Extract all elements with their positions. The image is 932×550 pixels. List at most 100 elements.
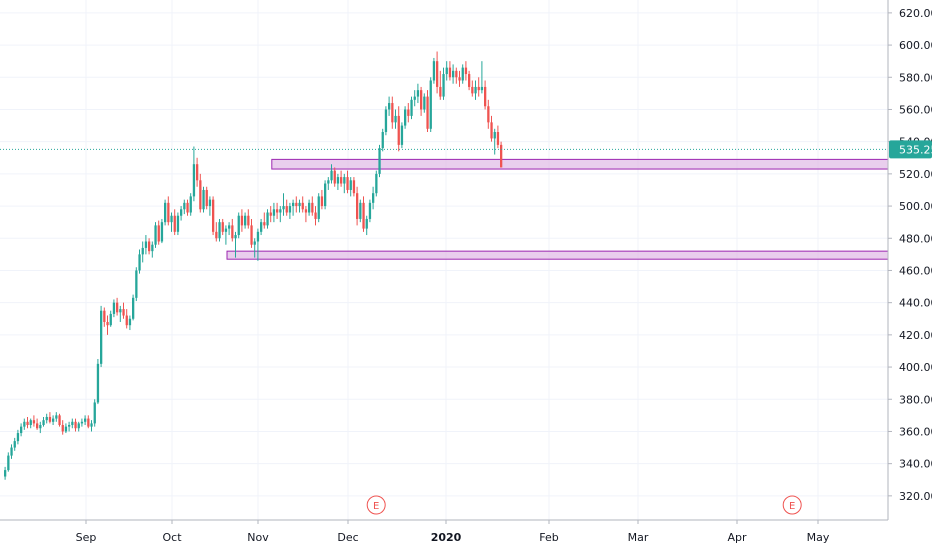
candle [250, 218, 253, 248]
candle [16, 429, 20, 445]
candle [125, 309, 128, 329]
x-tick-label: Mar [628, 531, 649, 544]
candle [237, 212, 240, 239]
candle-body [90, 423, 93, 427]
candle [141, 241, 144, 263]
candle [496, 125, 500, 149]
candle-body [352, 180, 356, 194]
candle-body [80, 421, 84, 424]
candle-body [244, 215, 247, 226]
candle [29, 418, 32, 429]
candle-body [256, 231, 260, 242]
candle-body [71, 421, 74, 426]
candle-body [324, 183, 327, 207]
candle-body [112, 302, 116, 314]
candle-body [87, 418, 90, 427]
candle [416, 83, 420, 104]
candle-body [119, 309, 122, 313]
candle [477, 77, 480, 97]
candle-body [407, 109, 410, 116]
candle [234, 231, 237, 258]
y-tick-label: 340.00 [899, 458, 932, 471]
last-price-label: 535.25 [889, 140, 932, 159]
candle [119, 305, 122, 322]
candle-body [410, 99, 413, 116]
candle-body [420, 90, 423, 110]
candle [359, 199, 362, 223]
candle-body [477, 86, 480, 91]
candle [202, 186, 205, 213]
candle [45, 413, 48, 424]
candle-body [285, 206, 288, 213]
candle-body [282, 206, 285, 210]
candle [336, 173, 340, 190]
candle-body [228, 225, 231, 229]
x-tick-label: Nov [247, 531, 269, 544]
candle [199, 173, 202, 213]
candle [352, 177, 356, 197]
candle-body [148, 241, 151, 252]
candle-body [52, 418, 55, 422]
zone-box[interactable] [271, 158, 932, 170]
candle-body [32, 420, 36, 424]
time-axis[interactable] [0, 520, 932, 550]
candle-body [36, 423, 39, 429]
candle-body [452, 70, 455, 78]
candle [423, 93, 426, 113]
candle-body [173, 215, 176, 232]
candle-body [55, 415, 58, 419]
candle [36, 418, 39, 430]
candle-body [461, 67, 464, 81]
candle-body [167, 202, 170, 223]
candle-body [84, 418, 87, 422]
price-axis[interactable] [888, 0, 932, 550]
candle-body [26, 421, 29, 426]
candle [343, 173, 346, 194]
candle-body [103, 310, 106, 322]
candle [333, 167, 336, 187]
candle [183, 199, 186, 215]
candle-body [160, 222, 164, 242]
candle [304, 206, 308, 223]
candle-body [23, 421, 26, 427]
candle-body [221, 222, 224, 232]
candle-body [45, 416, 48, 421]
candle [327, 177, 330, 190]
candle-body [170, 215, 173, 223]
candle [308, 199, 311, 216]
candle [103, 307, 106, 327]
y-tick-label: 440.00 [899, 297, 932, 310]
candle-body [20, 426, 23, 434]
candle-body [356, 193, 359, 219]
candle-body [202, 189, 205, 210]
y-axis-ticks: 320.00 340.00 360.00 380.00 400.00 420.00 440.… [888, 7, 932, 503]
candle-body [416, 90, 420, 97]
candle [196, 157, 199, 187]
candle-body [144, 241, 148, 248]
candle-body [180, 209, 183, 216]
candle [436, 51, 439, 94]
candle-body [106, 321, 109, 326]
candle [244, 212, 247, 229]
candle [375, 170, 378, 197]
candle [314, 206, 317, 226]
event-marker[interactable]: E [366, 495, 386, 515]
candle-body [333, 170, 336, 184]
candle [407, 103, 410, 123]
event-marker[interactable]: E [782, 495, 802, 515]
candle-body [234, 235, 237, 239]
candle-body [464, 67, 468, 75]
candle-body [311, 202, 314, 213]
candle-body [292, 202, 295, 207]
zone-box[interactable] [226, 250, 932, 260]
candle [272, 202, 276, 223]
candle [109, 310, 112, 327]
candle-body [346, 177, 349, 190]
y-tick-label: 500.00 [899, 200, 932, 213]
candle-body [330, 170, 333, 181]
candle [263, 212, 266, 229]
candle-body [336, 177, 340, 184]
candle-body [189, 196, 192, 213]
